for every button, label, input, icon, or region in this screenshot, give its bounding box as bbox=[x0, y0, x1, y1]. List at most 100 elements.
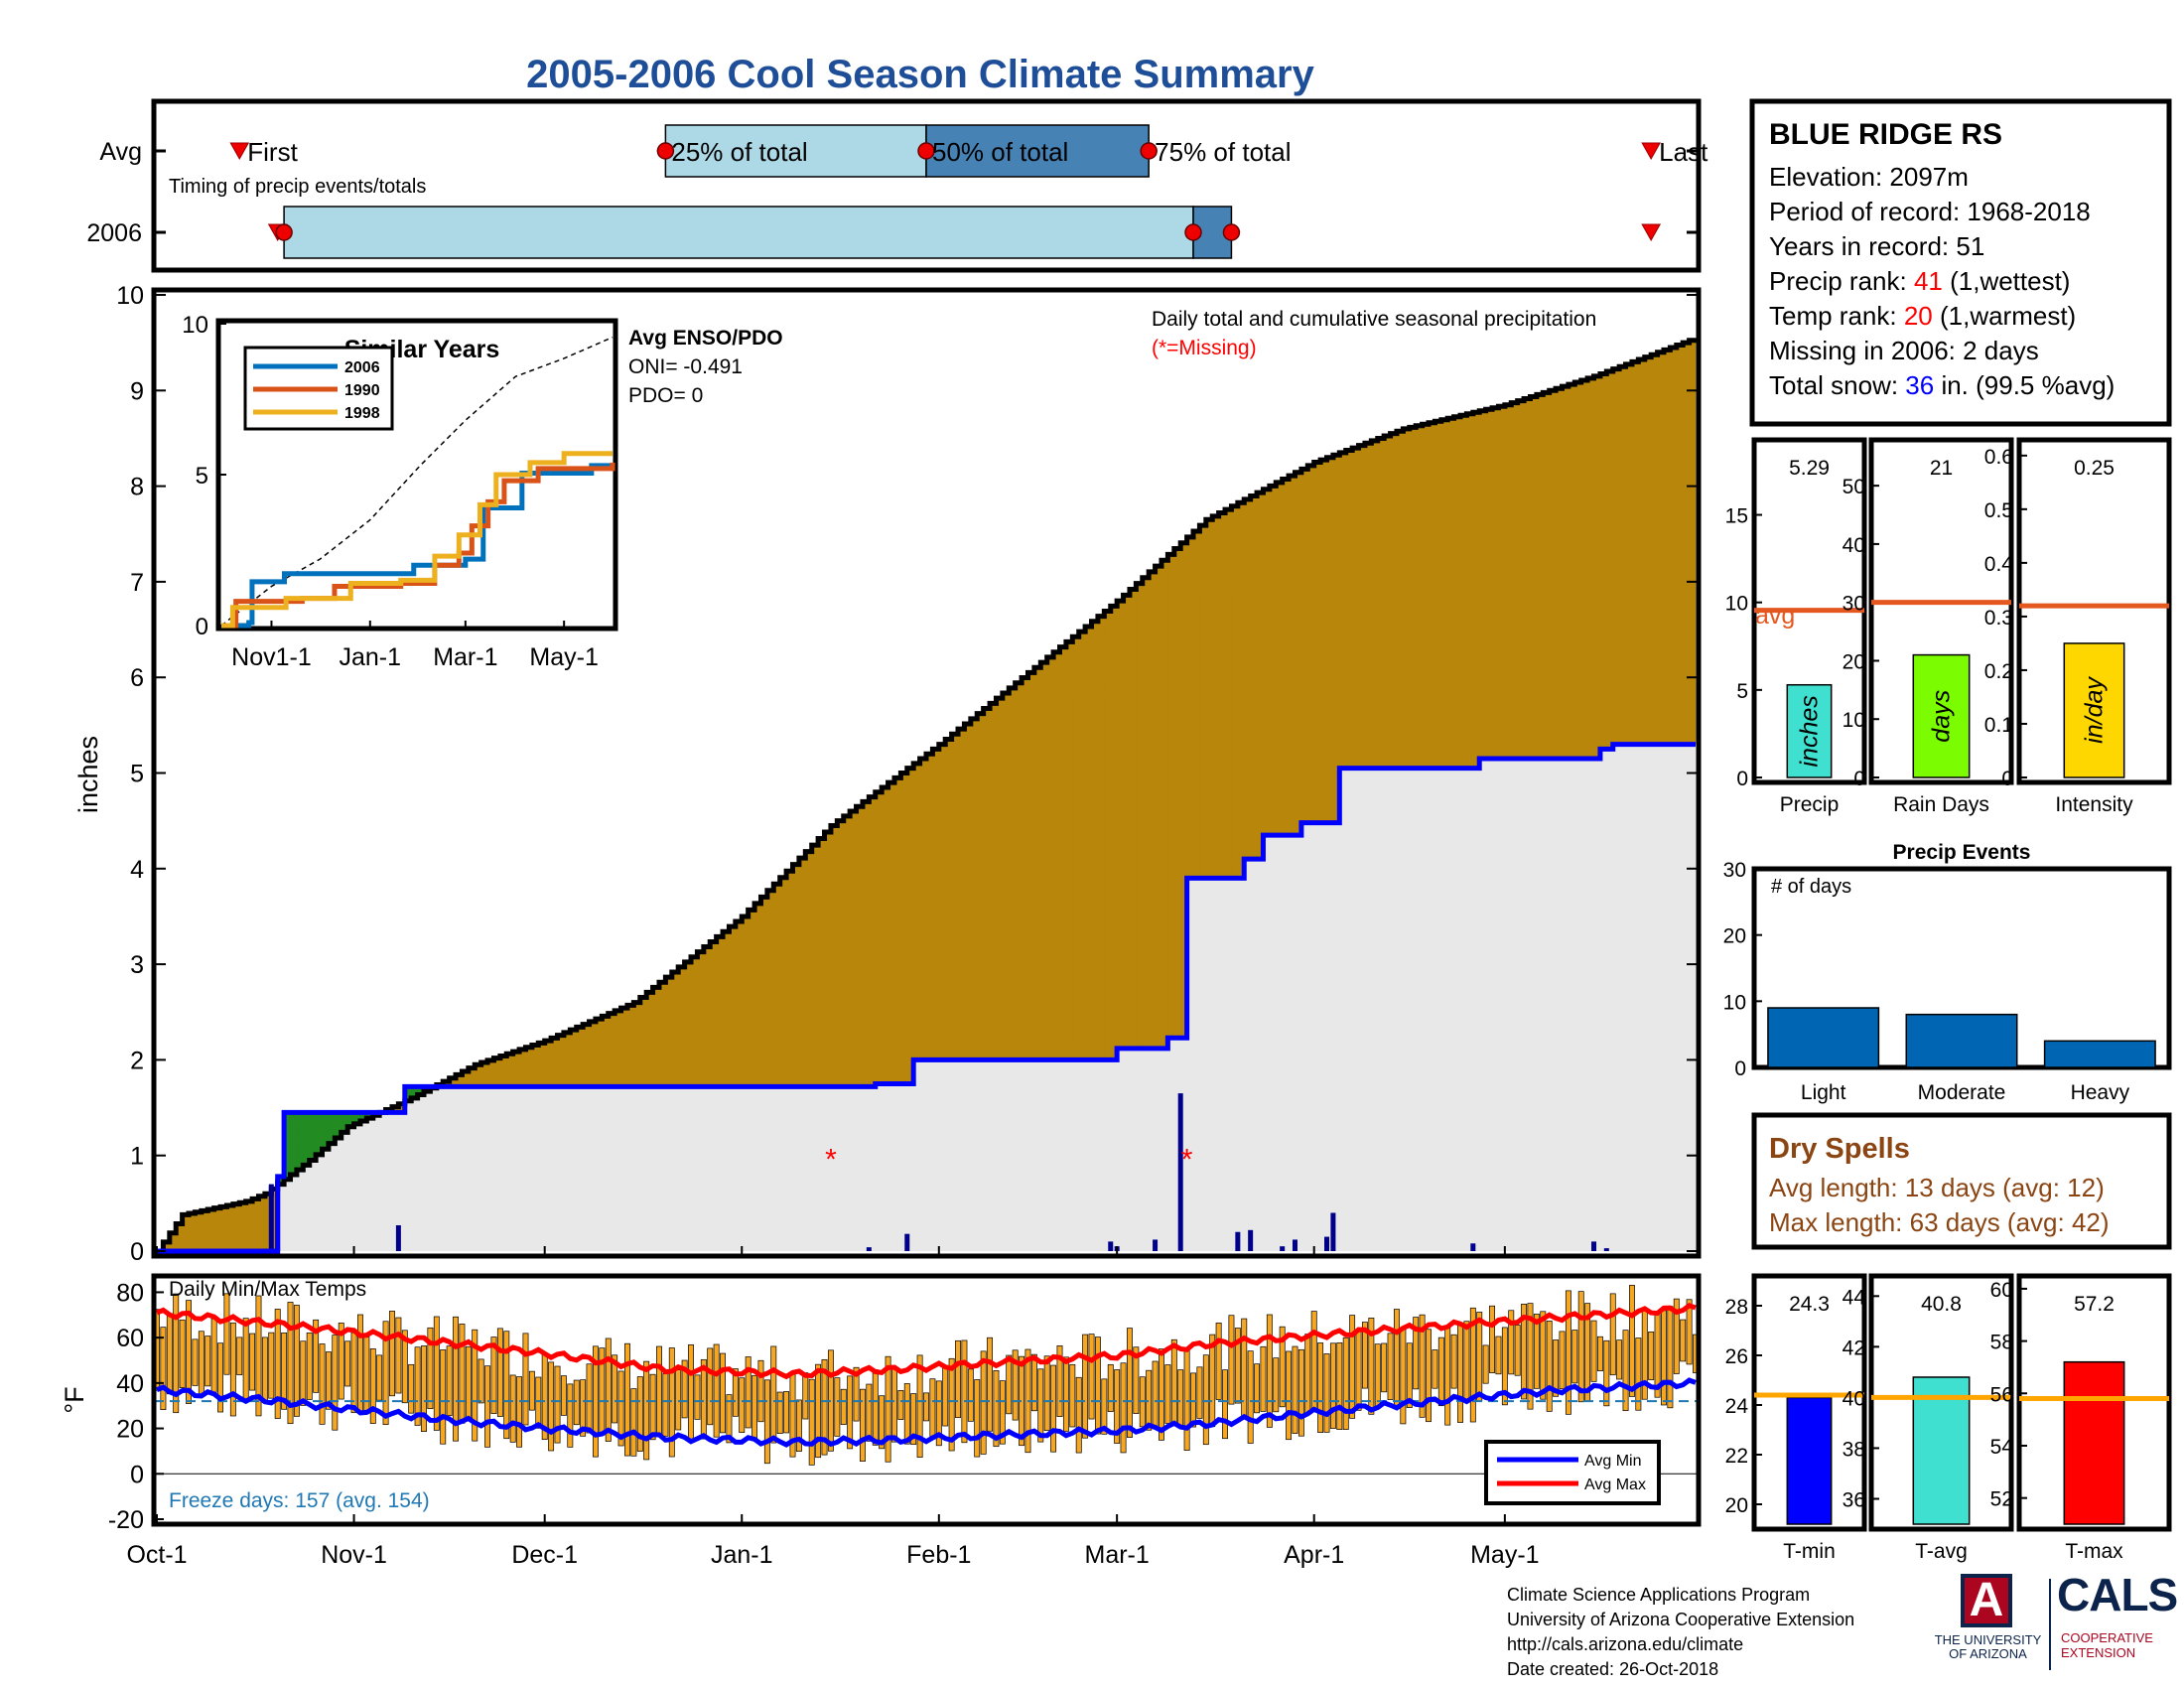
timing-marker-p75-avg bbox=[1140, 142, 1158, 160]
daily-temp-bar bbox=[942, 1365, 949, 1427]
precip-rank-part: (1,wettest) bbox=[1943, 266, 2071, 296]
daily-precip-bar bbox=[1591, 1241, 1597, 1251]
daily-temp-bar bbox=[1368, 1318, 1375, 1415]
daily-temp-bar bbox=[1228, 1315, 1235, 1405]
x-tick-label: Feb-1 bbox=[906, 1541, 971, 1569]
timing-marker-p25-avg bbox=[656, 142, 675, 160]
daily-temp-bar bbox=[236, 1336, 243, 1375]
daily-temp-bar bbox=[1120, 1362, 1127, 1454]
daily-temp-bar bbox=[1686, 1299, 1693, 1365]
y-tick-label: 5 bbox=[130, 761, 144, 788]
daily-temp-bar bbox=[1400, 1328, 1407, 1425]
daily-temp-bar bbox=[961, 1339, 968, 1444]
daily-temp-bar bbox=[879, 1395, 886, 1450]
daily-temp-bar bbox=[1495, 1336, 1502, 1375]
events-category-Moderate: Moderate bbox=[1918, 1081, 2006, 1104]
timing-marker-p75-y2006 bbox=[1222, 223, 1241, 241]
daily-temp-bar bbox=[1559, 1331, 1566, 1390]
temp-y-tick-label: 80 bbox=[116, 1279, 144, 1307]
panel-y-tick-label: 0.4 bbox=[1984, 553, 2014, 576]
daily-temp-bar bbox=[1527, 1303, 1534, 1410]
dry-spells-avg: Avg length: 13 days (avg: 12) bbox=[1769, 1173, 2105, 1202]
daily-temp-bar bbox=[1222, 1369, 1228, 1440]
daily-temp-bar bbox=[344, 1340, 351, 1387]
panel-label-T-avg: T-avg bbox=[1915, 1540, 1968, 1563]
y-axis-label: inches bbox=[73, 736, 103, 813]
daily-temp-bar bbox=[1297, 1348, 1304, 1437]
daily-temp-bar bbox=[757, 1359, 764, 1423]
daily-temp-bar bbox=[1273, 1357, 1280, 1413]
temp-rank-part: 20 bbox=[1904, 301, 1933, 331]
temp-y-tick-label: 20 bbox=[116, 1416, 144, 1444]
daily-temp-bar bbox=[1546, 1321, 1553, 1412]
daily-temp-bar bbox=[1329, 1342, 1336, 1429]
daily-temp-bar bbox=[929, 1378, 936, 1437]
daily-temp-bar bbox=[974, 1379, 981, 1458]
daily-precip-bar bbox=[1108, 1241, 1114, 1251]
daily-temp-bar bbox=[923, 1392, 929, 1422]
inset-y-tick-label: 0 bbox=[196, 614, 208, 640]
x-tick-label: Oct-1 bbox=[126, 1541, 187, 1569]
daily-temp-bar bbox=[516, 1376, 523, 1448]
daily-temp-bar bbox=[217, 1342, 223, 1413]
daily-precip-bar bbox=[1330, 1212, 1336, 1251]
daily-temp-bar bbox=[783, 1391, 790, 1434]
daily-temp-bar bbox=[745, 1356, 751, 1429]
enso-title: Avg ENSO/PDO bbox=[628, 327, 783, 350]
panel-bar-Intensity bbox=[2063, 642, 2125, 778]
daily-temp-bar bbox=[1540, 1311, 1547, 1400]
enso-pdo: PDO= 0 bbox=[628, 384, 703, 407]
panel-label-Intensity: Intensity bbox=[2055, 793, 2133, 816]
daily-temp-bar bbox=[186, 1300, 192, 1404]
daily-temp-bar bbox=[860, 1388, 866, 1462]
daily-temp-bar bbox=[853, 1366, 860, 1422]
events-bar-Heavy bbox=[2043, 1040, 2156, 1068]
daily-temp-bar bbox=[1183, 1346, 1190, 1451]
precip-rank-part: Precip rank: bbox=[1769, 266, 1914, 296]
temp-y-axis-label: °F bbox=[60, 1386, 89, 1413]
panel-y-tick-label: 26 bbox=[1725, 1345, 1748, 1368]
timing-marker-last-avg bbox=[1641, 142, 1662, 161]
inset-y-tick-label: 10 bbox=[182, 312, 208, 339]
daily-temp-bar bbox=[567, 1383, 574, 1448]
daily-temp-bar bbox=[287, 1302, 294, 1425]
daily-temp-bar bbox=[1127, 1328, 1133, 1438]
panel-y-tick-label: 54 bbox=[1990, 1436, 2014, 1459]
daily-temp-bar bbox=[1648, 1332, 1655, 1380]
events-bar-Moderate bbox=[1905, 1013, 2018, 1068]
daily-temp-bar bbox=[1489, 1305, 1495, 1373]
daily-temp-bar bbox=[1444, 1328, 1451, 1426]
panel-label-T-min: T-min bbox=[1783, 1540, 1836, 1563]
daily-precip-bar bbox=[1470, 1243, 1476, 1251]
missing-day-marker: * bbox=[825, 1144, 837, 1177]
daily-temp-bar bbox=[281, 1333, 288, 1410]
university-of-arizona-logo: A THE UNIVERSITY OF ARIZONA bbox=[1921, 1574, 2060, 1673]
daily-temp-bar bbox=[808, 1378, 815, 1466]
daily-temp-bar bbox=[1355, 1331, 1362, 1411]
total-snow-part: Total snow: bbox=[1769, 370, 1905, 400]
y-tick-label: 8 bbox=[130, 474, 144, 501]
daily-temp-bar bbox=[1381, 1342, 1388, 1393]
daily-temp-bar bbox=[1286, 1350, 1293, 1441]
daily-precip-bar bbox=[1177, 1093, 1183, 1251]
events-category-Heavy: Heavy bbox=[2071, 1081, 2130, 1104]
daily-temp-bar bbox=[776, 1391, 783, 1434]
ua-letter: A bbox=[1969, 1574, 2004, 1626]
events-y-tick-label: 0 bbox=[1734, 1057, 1746, 1080]
daily-temp-bar bbox=[1514, 1325, 1521, 1376]
inset-series-line-1998 bbox=[221, 451, 613, 629]
daily-temp-bar bbox=[1266, 1314, 1273, 1428]
daily-temp-bar bbox=[313, 1319, 320, 1393]
x-tick-label: Nov-1 bbox=[321, 1541, 387, 1569]
daily-temp-bar bbox=[1419, 1314, 1426, 1418]
daily-temp-bar bbox=[1094, 1336, 1101, 1435]
daily-temp-bar bbox=[694, 1374, 701, 1420]
daily-temp-bar bbox=[713, 1343, 720, 1438]
daily-temp-bar bbox=[261, 1336, 268, 1404]
daily-temp-bar bbox=[293, 1305, 300, 1417]
daily-temp-bar bbox=[490, 1336, 497, 1414]
daily-temp-bar bbox=[338, 1323, 344, 1400]
daily-temp-bar bbox=[1088, 1334, 1095, 1420]
daily-temp-bar bbox=[389, 1311, 395, 1397]
daily-temp-bar bbox=[274, 1309, 281, 1419]
